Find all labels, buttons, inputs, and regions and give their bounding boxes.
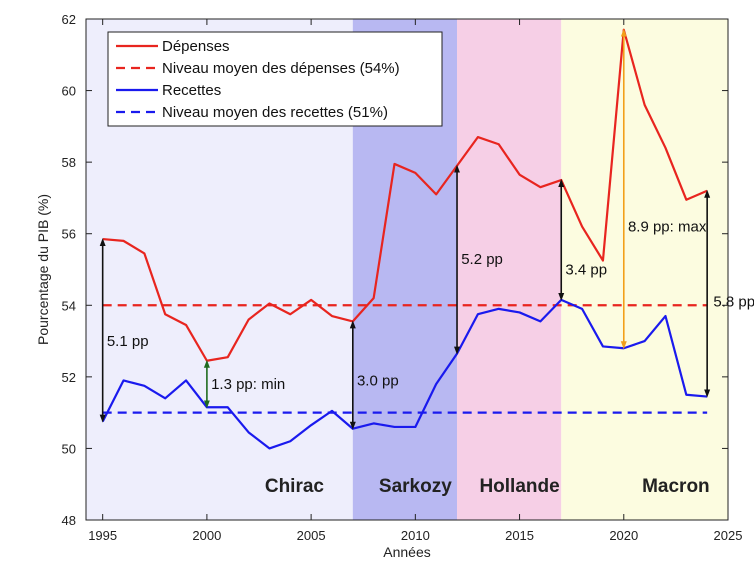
y-tick-label: 50 xyxy=(62,441,76,456)
period-label-sarkozy: Sarkozy xyxy=(379,476,452,497)
legend-box xyxy=(107,31,443,127)
series-lines xyxy=(101,28,708,450)
gap-label-2012: 5.2 pp xyxy=(461,251,503,268)
x-axis-label: Années xyxy=(383,544,430,560)
x-tick-label: 2025 xyxy=(714,528,743,543)
period-label-hollande: Hollande xyxy=(479,476,559,497)
gap-label-2000: 1.3 pp: min xyxy=(211,376,285,393)
gap-label-2007: 3.0 pp xyxy=(357,372,399,389)
y-tick-label: 58 xyxy=(62,155,76,170)
x-tick-label: 2020 xyxy=(609,528,638,543)
gap-label-2017: 3.4 pp xyxy=(565,262,607,279)
gap-annotations: 5.1 pp 1.3 pp: min 3.0 pp 5.2 pp 3.4 pp 8.9 p… xyxy=(99,28,754,430)
x-tick-label: 2010 xyxy=(401,528,430,543)
gap-label-2020: 8.9 pp: max xyxy=(628,219,707,236)
y-tick-label: 54 xyxy=(62,298,76,313)
gap-label-2024: 5.8 pp xyxy=(713,294,754,311)
x-tick-label: 2015 xyxy=(505,528,534,543)
period-label-chirac: Chirac xyxy=(265,476,325,497)
legend-entry-niveau-moyen-des-depenses-54: Niveau moyen des dépenses (54%) xyxy=(162,60,400,77)
legend: Dépenses Niveau moyen des dépenses (54%) R… xyxy=(107,31,443,127)
legend-entry-recettes: Recettes xyxy=(162,82,221,99)
y-tick-label: 48 xyxy=(62,513,76,528)
y-axis: 48 50 52 54 56 58 60 62 xyxy=(62,12,728,528)
x-tick-label: 2000 xyxy=(192,528,221,543)
y-tick-label: 62 xyxy=(62,12,76,27)
legend-entry-depenses: Dépenses xyxy=(162,38,230,55)
y-tick-label: 60 xyxy=(62,84,76,99)
period-band-hollande xyxy=(457,19,562,520)
plot-frame xyxy=(85,18,729,521)
gap-label-1995: 5.1 pp xyxy=(107,333,149,350)
legend-entry-niveau-moyen-des-recettes-51: Niveau moyen des recettes (51%) xyxy=(162,104,388,121)
x-axis: 1995 2000 2005 2010 2015 2020 2025 xyxy=(88,19,742,543)
period-label-macron: Macron xyxy=(642,476,710,497)
x-tick-label: 2005 xyxy=(297,528,326,543)
y-tick-label: 52 xyxy=(62,370,76,385)
series-line-depenses xyxy=(102,28,708,362)
period-labels: Chirac Sarkozy Hollande Macron xyxy=(265,476,710,497)
series-line-recettes xyxy=(101,298,708,450)
x-tick-label: 1995 xyxy=(88,528,117,543)
y-axis-label: Pourcentage du PIB (%) xyxy=(35,194,51,345)
y-tick-label: 56 xyxy=(62,227,76,242)
